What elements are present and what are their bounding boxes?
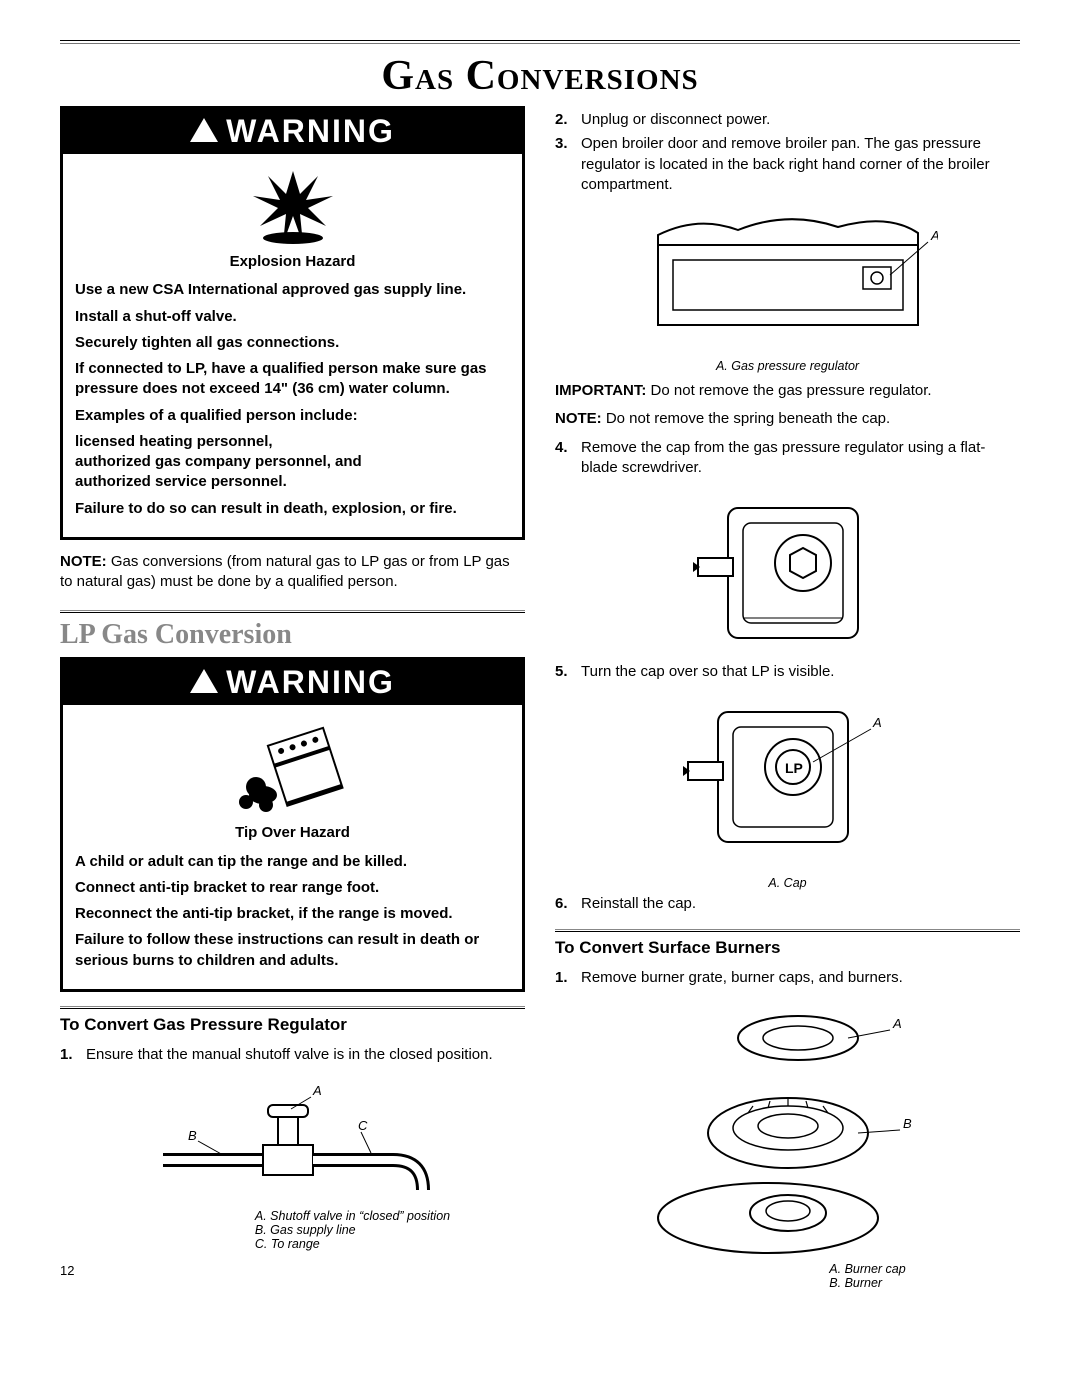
step-item: 4.Remove the cap from the gas pressure r… xyxy=(555,438,1020,479)
step-text: Remove burner grate, burner caps, and bu… xyxy=(581,968,903,988)
warning-text: Explosion Hazard Use a new CSA Internati… xyxy=(63,252,522,537)
step-text: Open broiler door and remove broiler pan… xyxy=(581,134,1020,195)
warning-line: Failure to follow these instructions can… xyxy=(75,930,510,971)
warning-header: WARNING xyxy=(63,109,522,154)
warning-label: WARNING xyxy=(226,664,395,701)
figure-burner: A B A. Burner cap B. Burner xyxy=(555,998,1020,1292)
step-item: 6.Reinstall the cap. xyxy=(555,894,1020,914)
note-spring: NOTE: Do not remove the spring beneath t… xyxy=(555,409,1020,429)
svg-text:B: B xyxy=(188,1128,197,1143)
svg-text:A: A xyxy=(930,228,938,243)
warning-triangle-icon xyxy=(190,669,218,693)
warning-box-explosion: WARNING Explosion Hazard Use a new CSA I… xyxy=(60,106,525,540)
steps-list: 2.Unplug or disconnect power. 3.Open bro… xyxy=(555,110,1020,195)
page: Gas Conversions WARNING Explosion Hazard xyxy=(0,0,1080,1316)
caption-line: B. Gas supply line xyxy=(255,1223,450,1237)
tipover-icon xyxy=(63,705,522,823)
left-column: WARNING Explosion Hazard Use a new CSA I… xyxy=(60,106,525,1296)
step-text: Turn the cap over so that LP is visible. xyxy=(581,662,834,682)
svg-text:A: A xyxy=(892,1016,902,1031)
heading-burners: To Convert Surface Burners xyxy=(555,938,1020,958)
steps-list: 5.Turn the cap over so that LP is visibl… xyxy=(555,662,1020,682)
steps-list: 1.Remove burner grate, burner caps, and … xyxy=(555,968,1020,988)
warning-line: Failure to do so can result in death, ex… xyxy=(75,499,510,519)
step-item: 5.Turn the cap over so that LP is visibl… xyxy=(555,662,1020,682)
warning-triangle-icon xyxy=(190,118,218,142)
step-item: 1.Remove burner grate, burner caps, and … xyxy=(555,968,1020,988)
steps-list: 6.Reinstall the cap. xyxy=(555,894,1020,914)
note-conversion: NOTE: Gas conversions (from natural gas … xyxy=(60,552,525,593)
heading-regulator: To Convert Gas Pressure Regulator xyxy=(60,1015,525,1035)
figure-caption: A. Shutoff valve in “closed” position B.… xyxy=(255,1209,450,1251)
figure-broiler: A A. Gas pressure regulator xyxy=(555,205,1020,373)
figure-caption: A. Burner cap B. Burner xyxy=(829,1262,905,1290)
step-text: Reinstall the cap. xyxy=(581,894,696,914)
caption-line: A. Burner cap xyxy=(829,1262,905,1276)
rule xyxy=(60,610,525,613)
figure-regulator-lp: LP A A. Cap xyxy=(555,692,1020,890)
step-text: Remove the cap from the gas pressure reg… xyxy=(581,438,1020,479)
warning-box-tipover: WARNING xyxy=(60,657,525,992)
warning-header: WARNING xyxy=(63,660,522,705)
right-column: 2.Unplug or disconnect power. 3.Open bro… xyxy=(555,106,1020,1296)
important-note: IMPORTANT: Do not remove the gas pressur… xyxy=(555,381,1020,401)
figure-regulator-cap xyxy=(555,488,1020,658)
caption-line: A. Shutoff valve in “closed” position xyxy=(255,1209,450,1223)
caption-line: B. Burner xyxy=(829,1276,905,1290)
columns: WARNING Explosion Hazard Use a new CSA I… xyxy=(60,106,1020,1296)
page-number: 12 xyxy=(60,1263,525,1278)
svg-text:A: A xyxy=(312,1083,322,1098)
svg-text:A: A xyxy=(872,715,882,730)
warning-line: Install a shut-off valve. xyxy=(75,307,510,327)
steps-list: 4.Remove the cap from the gas pressure r… xyxy=(555,438,1020,479)
step-text: Ensure that the manual shutoff valve is … xyxy=(86,1045,493,1065)
warning-line: Securely tighten all gas connections. xyxy=(75,333,510,353)
step-item: 1.Ensure that the manual shutoff valve i… xyxy=(60,1045,525,1065)
rule xyxy=(555,929,1020,932)
caption-line: C. To range xyxy=(255,1237,450,1251)
top-rule xyxy=(60,40,1020,44)
figure-caption: A. Gas pressure regulator xyxy=(555,359,1020,373)
warning-line: licensed heating personnel, authorized g… xyxy=(75,432,510,493)
steps-list: 1.Ensure that the manual shutoff valve i… xyxy=(60,1045,525,1065)
warning-label: WARNING xyxy=(226,113,395,150)
explosion-icon xyxy=(63,154,522,252)
svg-text:B: B xyxy=(903,1116,912,1131)
figure-caption: A. Cap xyxy=(555,876,1020,890)
warning-text: Tip Over Hazard A child or adult can tip… xyxy=(63,823,522,989)
svg-text:C: C xyxy=(358,1118,368,1133)
warning-line: Connect anti-tip bracket to rear range f… xyxy=(75,878,510,898)
lp-title: LP Gas Conversion xyxy=(60,619,525,651)
svg-text:LP: LP xyxy=(785,760,803,776)
step-item: 3.Open broiler door and remove broiler p… xyxy=(555,134,1020,195)
warning-line: Reconnect the anti-tip bracket, if the r… xyxy=(75,904,510,924)
warning-line: Examples of a qualified person include: xyxy=(75,406,510,426)
step-item: 2.Unplug or disconnect power. xyxy=(555,110,1020,130)
figure-shutoff-valve: A B C A. Shutoff valve in “closed” posit… xyxy=(60,1075,525,1253)
warning-line: A child or adult can tip the range and b… xyxy=(75,852,510,872)
hazard-title: Explosion Hazard xyxy=(75,252,510,272)
hazard-title: Tip Over Hazard xyxy=(75,823,510,843)
rule xyxy=(60,1006,525,1009)
warning-line: If connected to LP, have a qualified per… xyxy=(75,359,510,400)
step-text: Unplug or disconnect power. xyxy=(581,110,770,130)
warning-line: Use a new CSA International approved gas… xyxy=(75,280,510,300)
section-title: Gas Conversions xyxy=(60,52,1020,100)
